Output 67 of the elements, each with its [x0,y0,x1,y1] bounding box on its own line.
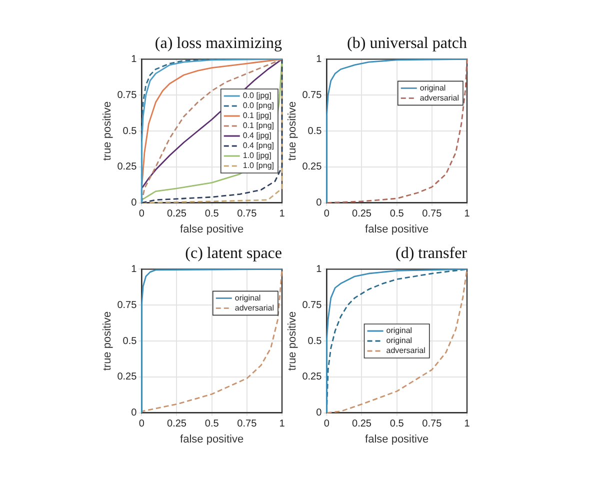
legend-label: 0.4 [jpg] [242,131,272,140]
x-tick-label: 0.25 [167,418,187,430]
legend-label: 0.1 [png] [242,121,274,130]
x-tick-label: 1 [279,208,286,220]
y-axis-title: true positive [286,101,299,161]
x-axis-title: false positive [180,433,244,446]
x-tick-label: 0.25 [352,208,372,220]
y-axis-title: true positive [286,311,299,371]
y-tick-label: 0 [131,408,138,419]
chart-title: (c) latent space [185,244,282,262]
x-axis-title: false positive [180,223,244,236]
legend-label: 1.0 [png] [242,161,274,170]
y-tick-label: 0.75 [302,300,322,311]
x-tick-label: 0.75 [237,418,258,430]
y-axis-title: true positive [102,311,114,371]
y-tick-label: 0.75 [117,90,138,101]
legend-label: adversarial [386,346,426,356]
legend-label: adversarial [420,93,460,102]
y-tick-label: 0.5 [308,336,322,347]
legend-label: 1.0 [jpg] [242,151,272,160]
y-tick-label: 1 [131,264,138,275]
legend-label: 0.4 [png] [242,141,274,150]
y-tick-label: 0 [316,198,322,209]
y-tick-label: 0.75 [302,90,322,101]
x-tick-label: 0 [324,208,330,220]
x-tick-label: 0.25 [352,418,372,430]
x-axis-title: false positive [365,433,429,446]
x-tick-label: 0.25 [167,208,187,220]
legend-label: adversarial [234,303,274,312]
y-tick-label: 0.25 [302,372,322,383]
chart-title: (d) transfer [395,244,468,262]
x-tick-label: 0.5 [204,208,220,220]
y-tick-label: 0 [131,198,138,209]
legend-label: 0.0 [jpg] [242,91,272,100]
x-tick-label: 1 [464,208,470,220]
y-tick-label: 0.25 [117,372,138,383]
y-tick-label: 0.25 [302,162,322,173]
chart-title: (a) loss maximizing [154,34,282,52]
x-tick-label: 0 [324,418,330,430]
y-tick-label: 0 [316,408,322,419]
y-tick-label: 0.5 [308,126,322,137]
x-tick-label: 1 [464,418,470,430]
y-tick-label: 0.25 [117,162,138,173]
y-axis-title: true positive [102,101,114,161]
chart-title: (b) universal patch [347,34,467,52]
x-tick-label: 0 [138,208,145,220]
x-axis-title: false positive [365,223,429,236]
x-tick-label: 1 [279,418,286,430]
x-tick-label: 0.75 [422,418,442,430]
legend-label: 0.0 [png] [242,101,274,110]
legend-label: original [234,293,261,302]
legend-label: original [420,83,446,92]
legend-label: original [386,336,412,346]
y-tick-label: 1 [131,54,138,65]
y-tick-label: 0.5 [122,336,138,347]
x-tick-label: 0.75 [422,208,442,220]
x-tick-label: 0.75 [237,208,258,220]
legend-label: 0.1 [jpg] [242,111,272,120]
y-tick-label: 0.75 [117,300,138,311]
x-tick-label: 0.5 [390,418,404,430]
y-tick-label: 1 [316,54,322,65]
x-tick-label: 0 [138,418,145,430]
x-tick-label: 0.5 [204,418,220,430]
y-tick-label: 0.5 [122,126,138,137]
y-tick-label: 1 [316,264,322,275]
legend-label: original [386,326,412,336]
x-tick-label: 0.5 [390,208,404,220]
